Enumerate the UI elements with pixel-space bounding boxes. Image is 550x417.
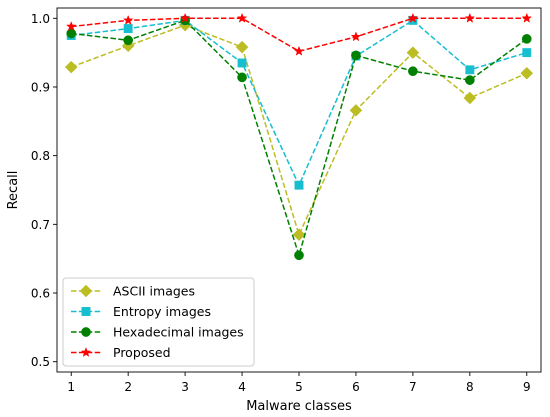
data-point: [406, 46, 420, 59]
data-point: [64, 60, 78, 74]
data-point: [464, 75, 475, 85]
legend-label: ASCII images: [113, 284, 195, 299]
data-point: [408, 66, 418, 77]
legend-label: Hexadecimal images: [113, 325, 244, 340]
data-point: [292, 228, 306, 241]
legend-label: Proposed: [113, 345, 171, 360]
data-point: [350, 31, 362, 42]
y-tick-label: 0.6: [31, 287, 50, 301]
series-ascii-images: [64, 18, 534, 241]
series-proposed: [65, 12, 533, 56]
data-point: [237, 72, 247, 83]
x-tick-label: 3: [181, 380, 189, 394]
y-axis-label: Recall: [6, 171, 21, 210]
data-point: [349, 103, 363, 117]
data-point: [66, 28, 77, 39]
data-point: [294, 250, 304, 261]
data-point: [407, 12, 419, 23]
legend-entry: Hexadecimal images: [71, 325, 244, 340]
x-tick-label: 2: [124, 380, 132, 394]
y-tick-label: 0.7: [31, 218, 50, 232]
legend-entry: Proposed: [71, 345, 171, 360]
data-point: [293, 45, 305, 56]
legend: ASCII images Entropy images Hexadecimal im…: [62, 277, 255, 367]
data-point: [237, 58, 247, 68]
data-point: [521, 34, 532, 44]
data-point: [521, 12, 533, 23]
legend-marker: [79, 284, 93, 298]
x-tick-label: 1: [67, 380, 75, 394]
legend-entry: Entropy images: [71, 304, 211, 319]
x-tick-label: 6: [352, 380, 360, 394]
x-tick-label: 9: [523, 380, 531, 394]
axes-layer: 0.5 0.6 0.7 0.8 0.9 1.0 1 2 3 4 5 6 7 8 9: [31, 7, 542, 394]
data-point: [351, 50, 361, 61]
series-line: [71, 17, 527, 53]
legend-label: Entropy images: [113, 304, 211, 319]
legend-marker: [81, 307, 91, 316]
data-point: [122, 14, 134, 25]
legend-box: [62, 277, 255, 367]
x-axis-label: Malware classes: [246, 399, 352, 414]
data-point: [463, 91, 477, 105]
series-line: [70, 24, 528, 237]
legend-entry: ASCII images: [71, 284, 195, 299]
y-tick-label: 1.0: [31, 12, 50, 26]
data-point: [294, 180, 304, 190]
y-tick-label: 0.5: [31, 355, 50, 369]
x-tick-label: 8: [466, 380, 474, 394]
data-point: [235, 40, 249, 54]
data-point: [522, 48, 532, 58]
data-point: [464, 12, 476, 23]
data-point: [520, 66, 534, 80]
x-tick-label: 4: [238, 380, 246, 394]
x-tick-label: 5: [295, 380, 303, 394]
data-point: [179, 12, 191, 23]
data-point: [123, 35, 134, 46]
y-tick-label: 0.9: [31, 80, 50, 94]
data-point: [465, 65, 475, 75]
legend-marker: [81, 327, 91, 337]
data-point: [236, 12, 248, 23]
legend-marker: [80, 346, 92, 357]
series-layer: [64, 12, 534, 261]
x-tick-label: 7: [409, 380, 417, 394]
series-line: [71, 19, 528, 258]
data-point: [65, 21, 77, 32]
y-tick-label: 0.8: [31, 149, 50, 163]
data-point: [123, 24, 133, 34]
